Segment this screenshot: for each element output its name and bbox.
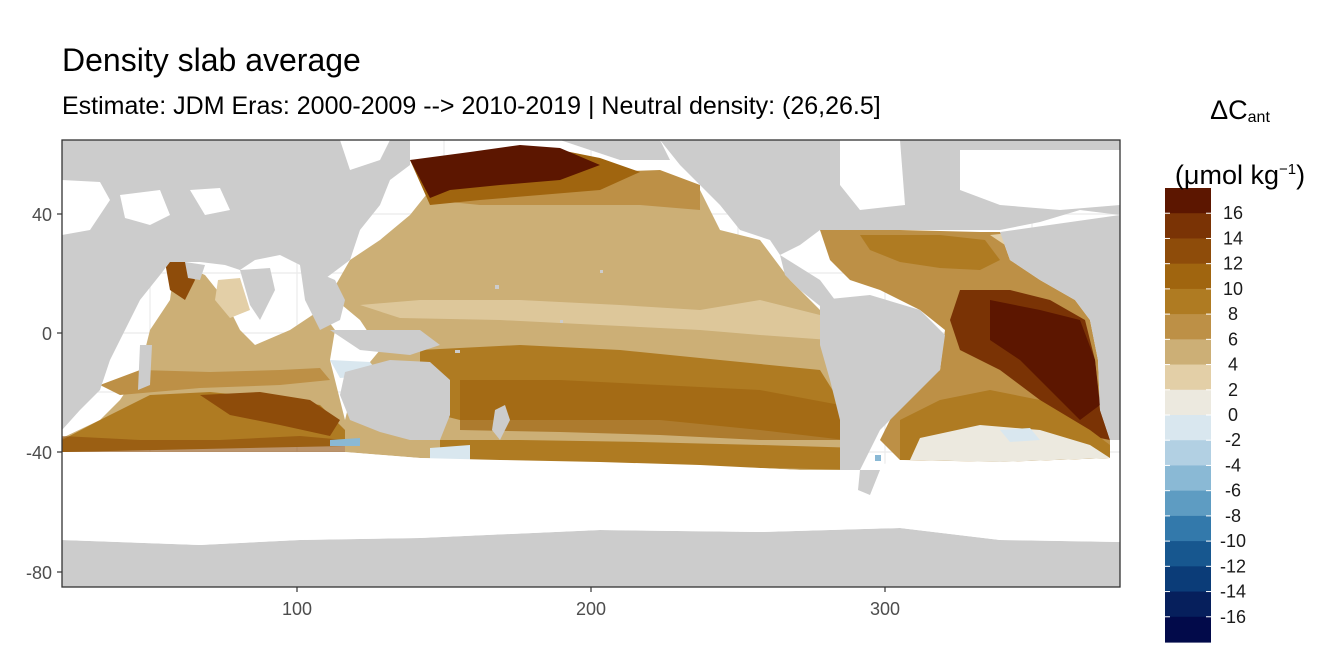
legend-swatch (1165, 440, 1211, 467)
x-tick-label: 200 (576, 599, 606, 619)
legend-unit-suffix: ) (1296, 160, 1306, 190)
legend-break-label: -12 (1220, 556, 1246, 576)
legend-break-label: -10 (1220, 531, 1246, 551)
legend-break-label: 14 (1223, 228, 1243, 248)
legend-break-label: 16 (1223, 203, 1243, 223)
legend-swatch (1165, 364, 1211, 391)
legend-colorbar (1165, 188, 1211, 643)
legend-swatch (1165, 213, 1211, 240)
legend-break-label: -8 (1225, 506, 1241, 526)
legend-break-label: 4 (1228, 355, 1238, 375)
y-tick-label: 40 (32, 205, 52, 225)
legend-break-label: -6 (1225, 481, 1241, 501)
legend-break-label: 10 (1223, 279, 1243, 299)
y-tick-label: 0 (42, 324, 52, 344)
legend-swatch (1165, 616, 1211, 643)
legend-labels: 16 14 12 10 8 6 4 2 0 -2 -4 -6 -8 -10 -12 -14 -16 (1220, 203, 1246, 627)
legend-swatch (1165, 288, 1211, 315)
legend-break-label: 2 (1228, 380, 1238, 400)
legend-swatch (1165, 188, 1211, 214)
legend-swatch (1165, 314, 1211, 340)
map-layer (62, 140, 1120, 587)
legend-unit-sup: −1 (1278, 161, 1297, 178)
y-axis (57, 213, 62, 573)
legend-swatch (1165, 566, 1211, 593)
legend-swatch (1165, 490, 1211, 517)
x-axis (296, 587, 886, 592)
x-tick-label: 100 (282, 599, 312, 619)
legend-swatch (1165, 465, 1211, 492)
x-tick-label: 300 (870, 599, 900, 619)
legend-swatch (1165, 515, 1211, 542)
legend-swatch (1165, 541, 1211, 567)
legend-break-label: -16 (1220, 607, 1246, 627)
ocean-field (62, 145, 1110, 470)
legend-unit-prefix: (μmol kg (1174, 160, 1279, 190)
legend-swatch (1165, 238, 1211, 265)
legend-swatch (1165, 591, 1211, 618)
plot-title: Density slab average (62, 42, 361, 78)
legend-break-label: -2 (1225, 430, 1241, 450)
legend-symbol: ΔC (1210, 95, 1248, 125)
legend-break-label: 6 (1228, 329, 1238, 349)
legend-break-label: -14 (1220, 582, 1246, 602)
legend-swatch (1165, 339, 1211, 366)
legend-break-label: 8 (1228, 304, 1238, 324)
legend-break-label: -4 (1225, 455, 1241, 475)
legend-title: ΔCant (μmol kg−1) (1140, 84, 1340, 201)
legend-swatch (1165, 263, 1211, 290)
plot-subtitle: Estimate: JDM Eras: 2000-2009 --> 2010-2… (62, 92, 881, 120)
legend-swatch (1165, 389, 1211, 416)
y-tick-label: -40 (26, 443, 52, 463)
y-tick-label: -80 (26, 563, 52, 583)
legend-swatch (1165, 415, 1211, 441)
no-data-band (62, 452, 1120, 545)
legend-symbol-sub: ant (1247, 109, 1270, 126)
legend-break-label: 0 (1228, 405, 1238, 425)
legend-break-label: 12 (1223, 254, 1243, 274)
